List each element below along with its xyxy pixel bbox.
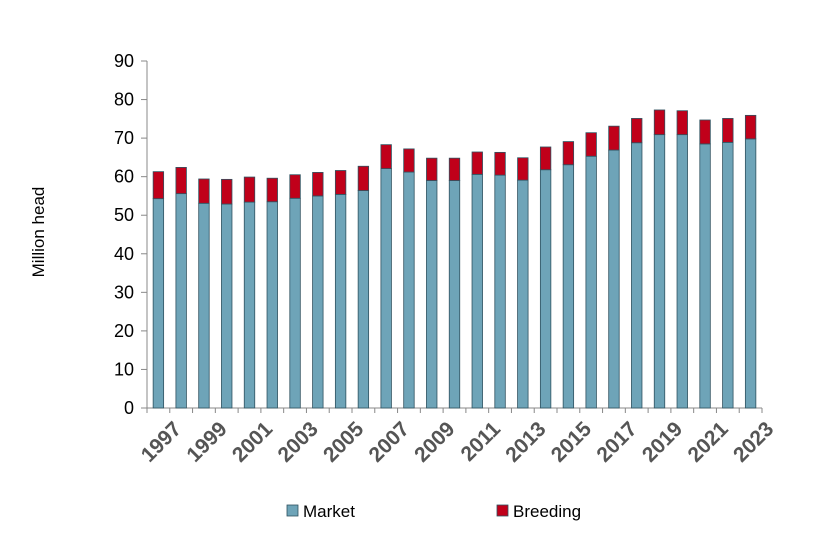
- bar-breeding-2004: [312, 172, 324, 197]
- bar-breeding-2018: [631, 118, 643, 144]
- x-tick-label: 2019: [638, 417, 687, 466]
- bar-breeding-2023: [744, 114, 757, 140]
- bar-market-2010: [448, 180, 461, 409]
- bar-market-2021: [699, 143, 711, 409]
- x-tick-label: 2021: [683, 417, 733, 467]
- bar-market-2016: [585, 155, 597, 409]
- y-tick-label: 50: [114, 205, 134, 225]
- bar-breeding-1998: [175, 167, 187, 195]
- bar-market-2015: [562, 164, 575, 409]
- bar-breeding-2020: [676, 110, 688, 136]
- bars-group: [152, 109, 757, 409]
- legend-label-breeding: Breeding: [513, 502, 581, 521]
- bar-breeding-2009: [426, 157, 438, 181]
- bar-breeding-2017: [608, 125, 620, 151]
- bar-breeding-2008: [403, 148, 415, 173]
- bar-market-2019: [653, 134, 666, 409]
- bar-breeding-1999: [198, 178, 210, 204]
- bar-breeding-2021: [699, 119, 711, 145]
- bar-breeding-2019: [653, 109, 666, 136]
- bar-breeding-2022: [722, 118, 734, 143]
- legend-swatch-market: [286, 504, 299, 517]
- bar-breeding-2013: [517, 157, 529, 181]
- x-axis: 1997199920012003200520072009201120132015…: [137, 407, 778, 467]
- x-tick-label: 2023: [729, 417, 778, 466]
- bar-breeding-2007: [380, 144, 392, 169]
- bar-breeding-1997: [152, 171, 165, 200]
- bar-breeding-2000: [221, 178, 233, 205]
- bar-market-2022: [722, 141, 734, 409]
- bar-breeding-2015: [562, 141, 575, 166]
- bar-market-2023: [744, 138, 757, 409]
- bar-breeding-2005: [334, 170, 347, 195]
- legend: Market Breeding: [286, 502, 581, 521]
- y-tick-label: 40: [114, 244, 134, 264]
- x-tick-label: 2001: [228, 417, 278, 467]
- x-tick-label: 1999: [182, 417, 231, 466]
- y-tick-label: 30: [114, 282, 134, 302]
- bar-market-2020: [676, 134, 688, 409]
- legend-label-market: Market: [303, 502, 355, 521]
- bar-market-1997: [152, 198, 165, 409]
- bar-market-1999: [198, 202, 210, 409]
- bar-market-2014: [539, 169, 552, 409]
- bar-market-2001: [243, 201, 256, 409]
- x-tick-label: 2003: [273, 417, 322, 466]
- y-tick-label: 10: [114, 359, 134, 379]
- bar-market-2005: [334, 194, 347, 409]
- bar-market-2011: [471, 173, 483, 409]
- bar-breeding-2006: [357, 165, 370, 191]
- y-tick-label: 0: [124, 398, 134, 418]
- x-tick-label: 2007: [365, 417, 414, 466]
- bar-breeding-2016: [585, 132, 597, 157]
- y-axis: 0 10 20 30 40 50 60 70 80 90: [114, 51, 148, 418]
- x-tick-label: 2011: [457, 417, 506, 466]
- bar-market-2008: [403, 171, 415, 409]
- bar-breeding-2011: [471, 151, 483, 175]
- x-tick-label: 2009: [410, 417, 459, 466]
- x-tick-label: 2017: [592, 417, 641, 466]
- bar-market-1998: [175, 193, 187, 409]
- bar-market-2009: [426, 180, 438, 409]
- bar-market-2013: [517, 179, 529, 409]
- bar-market-2006: [357, 190, 370, 409]
- y-axis-label: Million head: [29, 187, 48, 278]
- bar-breeding-2003: [289, 174, 301, 199]
- bar-market-2017: [608, 149, 620, 409]
- bar-market-2004: [312, 195, 324, 409]
- bar-market-2000: [221, 203, 233, 409]
- bar-market-2002: [266, 201, 278, 409]
- y-tick-label: 90: [114, 51, 134, 71]
- y-tick-label: 60: [114, 167, 134, 187]
- legend-swatch-breeding: [496, 504, 509, 517]
- y-tick-label: 70: [114, 128, 134, 148]
- bar-breeding-2002: [266, 177, 278, 203]
- x-tick-label: 2015: [547, 417, 597, 467]
- bar-market-2003: [289, 197, 301, 409]
- bar-market-2018: [631, 142, 643, 409]
- x-tick-label: 2005: [319, 417, 369, 467]
- y-tick-label: 80: [114, 90, 134, 110]
- y-tick-label: 20: [114, 321, 134, 341]
- bar-breeding-2001: [243, 176, 256, 203]
- x-tick-label: 2013: [501, 417, 550, 466]
- x-tick-label: 1997: [137, 417, 186, 466]
- bar-market-2007: [380, 168, 392, 409]
- bar-breeding-2010: [448, 157, 461, 181]
- bar-market-2012: [494, 174, 506, 409]
- bar-breeding-2012: [494, 151, 506, 176]
- bar-breeding-2014: [539, 146, 552, 171]
